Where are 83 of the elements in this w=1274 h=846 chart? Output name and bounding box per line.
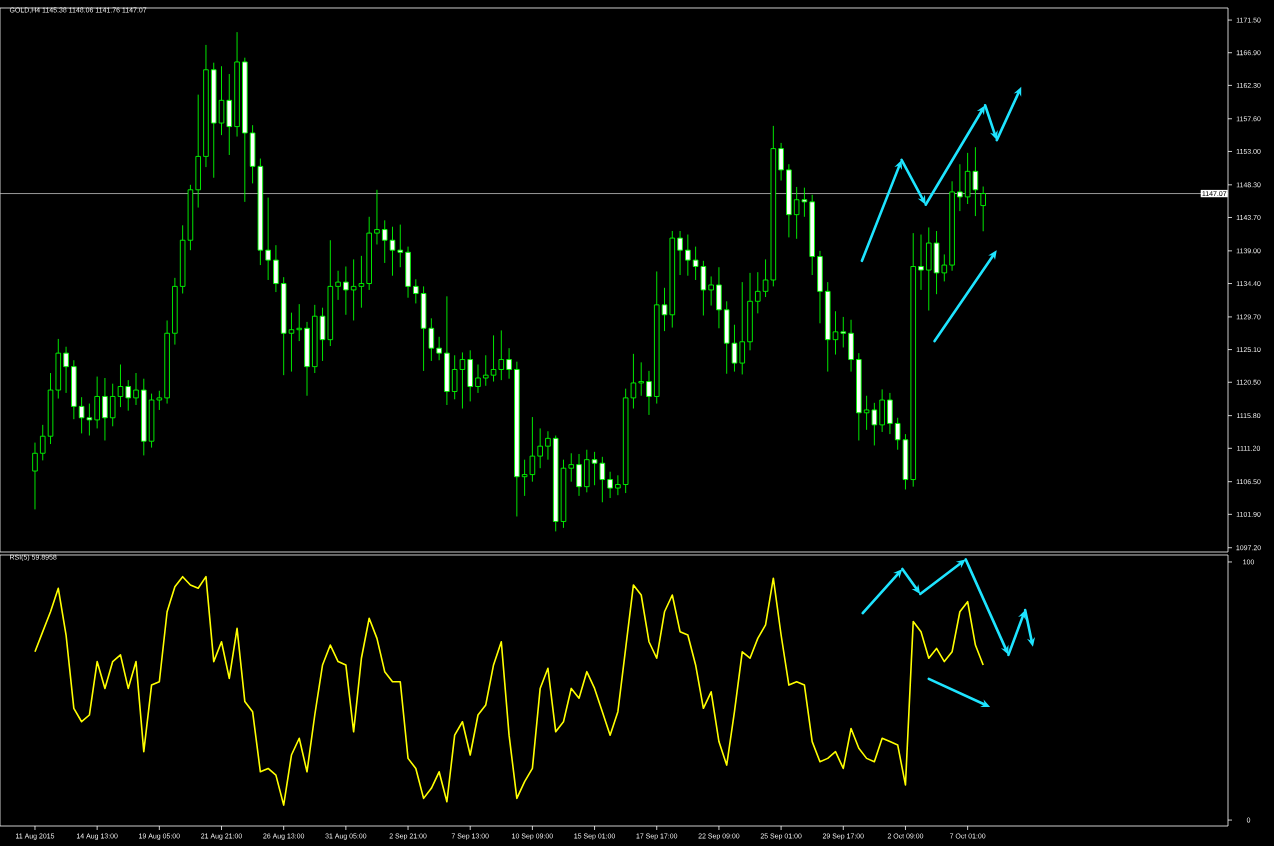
candlestick [840, 316, 847, 348]
candlestick [203, 44, 209, 168]
candlestick [739, 281, 746, 375]
candlestick [343, 266, 349, 316]
candlestick [195, 94, 201, 208]
candlestick [459, 351, 466, 409]
candlestick [71, 359, 77, 420]
candlestick [125, 379, 132, 412]
candlestick [498, 329, 505, 381]
candlestick [242, 57, 248, 203]
candlestick [755, 271, 761, 314]
candlestick [646, 370, 652, 416]
candlestick [475, 364, 481, 394]
candlestick [747, 272, 753, 351]
candlestick [234, 31, 240, 137]
candlestick [164, 320, 170, 405]
candlestick [809, 194, 815, 276]
candlestick [133, 372, 139, 406]
candlestick [63, 346, 69, 394]
candlestick [957, 163, 963, 212]
candlestick [949, 180, 955, 272]
candlestick [102, 377, 108, 441]
candlestick [311, 304, 318, 374]
candlestick [685, 234, 691, 277]
candlestick [366, 216, 372, 291]
candlestick [653, 271, 660, 405]
candlestick [226, 73, 233, 156]
candlestick [576, 453, 582, 497]
candlestick [210, 62, 217, 179]
candlestick [117, 364, 124, 408]
candlestick [910, 232, 917, 488]
candlestick [490, 334, 497, 382]
candlestick [879, 388, 885, 433]
candlestick [304, 321, 310, 397]
candlestick [584, 449, 590, 493]
candlestick [187, 184, 194, 251]
candlestick [568, 452, 575, 483]
candlestick [824, 281, 831, 373]
candlestick [273, 244, 279, 293]
candlestick [141, 378, 147, 456]
candlestick [514, 361, 520, 517]
candlestick [296, 303, 303, 342]
candlestick [708, 275, 714, 307]
candlestick [848, 319, 854, 373]
candlestick [444, 295, 450, 406]
candlestick [677, 230, 683, 276]
candlestick [716, 266, 722, 329]
candlestick [350, 258, 357, 321]
candlestick [389, 226, 396, 277]
candlestick [451, 354, 458, 400]
candlestick [218, 65, 225, 136]
candlestick [638, 361, 644, 397]
candlestick [374, 189, 380, 245]
line-series [34, 575, 984, 806]
candlestick [405, 246, 411, 299]
candlestick [413, 278, 419, 304]
candlestick [506, 347, 512, 380]
candlestick [607, 471, 613, 499]
candlestick [545, 430, 551, 461]
candlestick [817, 250, 823, 324]
candlestick [436, 336, 442, 361]
candlestick [32, 442, 38, 510]
candlestick [265, 197, 271, 281]
candlestick [482, 354, 489, 387]
candlestick [887, 392, 893, 435]
candlestick [381, 219, 388, 264]
candlestick [335, 270, 341, 301]
candlestick [172, 277, 178, 346]
candlestick [179, 224, 186, 294]
candlestick [537, 427, 543, 469]
candlestick [925, 226, 932, 311]
candlestick [778, 142, 784, 182]
candlestick [786, 163, 792, 238]
candlestick [397, 224, 404, 268]
candlestick [358, 255, 365, 309]
candlestick [856, 352, 862, 441]
candlestick [980, 186, 986, 232]
candlestick [109, 383, 116, 427]
candlestick [39, 424, 46, 461]
candlestick [832, 310, 839, 356]
candlestick [918, 234, 924, 291]
candlestick [615, 474, 621, 496]
candlestick [467, 349, 473, 402]
